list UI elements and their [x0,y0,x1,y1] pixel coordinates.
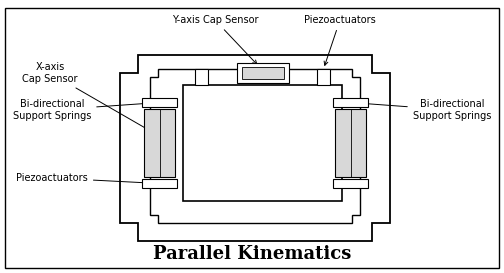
Bar [236,63,288,83]
Bar [142,179,177,188]
Bar [142,98,177,107]
Bar [241,67,283,79]
Text: X-axis
Cap Sensor: X-axis Cap Sensor [22,62,156,134]
Text: Y-axis Cap Sensor: Y-axis Cap Sensor [172,15,258,64]
Bar [333,98,368,107]
Bar [333,179,368,188]
Bar [144,109,175,177]
Bar [195,69,208,85]
Text: Parallel Kinematics: Parallel Kinematics [153,245,351,263]
Text: Bi-directional
Support Springs: Bi-directional Support Springs [13,99,156,121]
Bar [335,109,366,177]
Bar [183,85,342,201]
Text: Bi-directional
Support Springs: Bi-directional Support Springs [354,99,491,121]
Bar [317,69,330,85]
Text: Piezoactuators: Piezoactuators [16,173,156,185]
Polygon shape [120,55,390,241]
Text: Piezoactuators: Piezoactuators [304,15,376,65]
Polygon shape [150,69,360,223]
